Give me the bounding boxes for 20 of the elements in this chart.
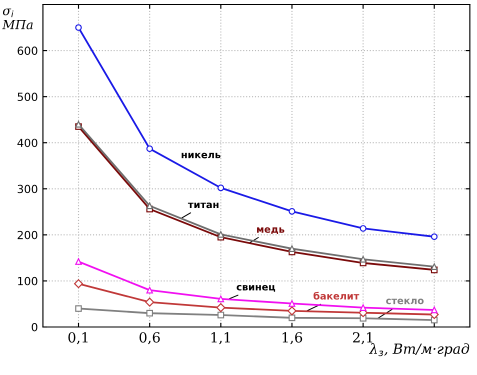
- series-label: бакелит: [314, 292, 360, 300]
- series-label: титан: [188, 202, 218, 208]
- x-axis-title: λ$_{з}$, Вт/м·град: [368, 343, 470, 357]
- y-tick-label: 200: [18, 230, 38, 240]
- y-tick-label: 600: [18, 46, 38, 55]
- y-tick-label: 0: [32, 322, 38, 332]
- series-label: никель: [182, 152, 220, 158]
- y-tick-label: 500: [18, 92, 38, 102]
- series-label: стекло: [386, 298, 424, 304]
- y-tick-label: 400: [17, 138, 38, 148]
- x-tick-label: 0,6: [140, 332, 160, 344]
- x-tick-label: 2,1: [353, 332, 372, 344]
- y-axis-title: σ$_{i}$ МПа: [2, 8, 33, 30]
- x-tick-label: 0,1: [68, 332, 88, 344]
- y-tick-label: 100: [18, 276, 38, 286]
- series-label: свинец: [236, 284, 276, 292]
- x-tick-label: 1,6: [282, 332, 302, 344]
- y-tick-label: 300: [18, 184, 38, 194]
- series-label: медь: [257, 227, 284, 234]
- x-tick-label: 1,1: [211, 332, 230, 344]
